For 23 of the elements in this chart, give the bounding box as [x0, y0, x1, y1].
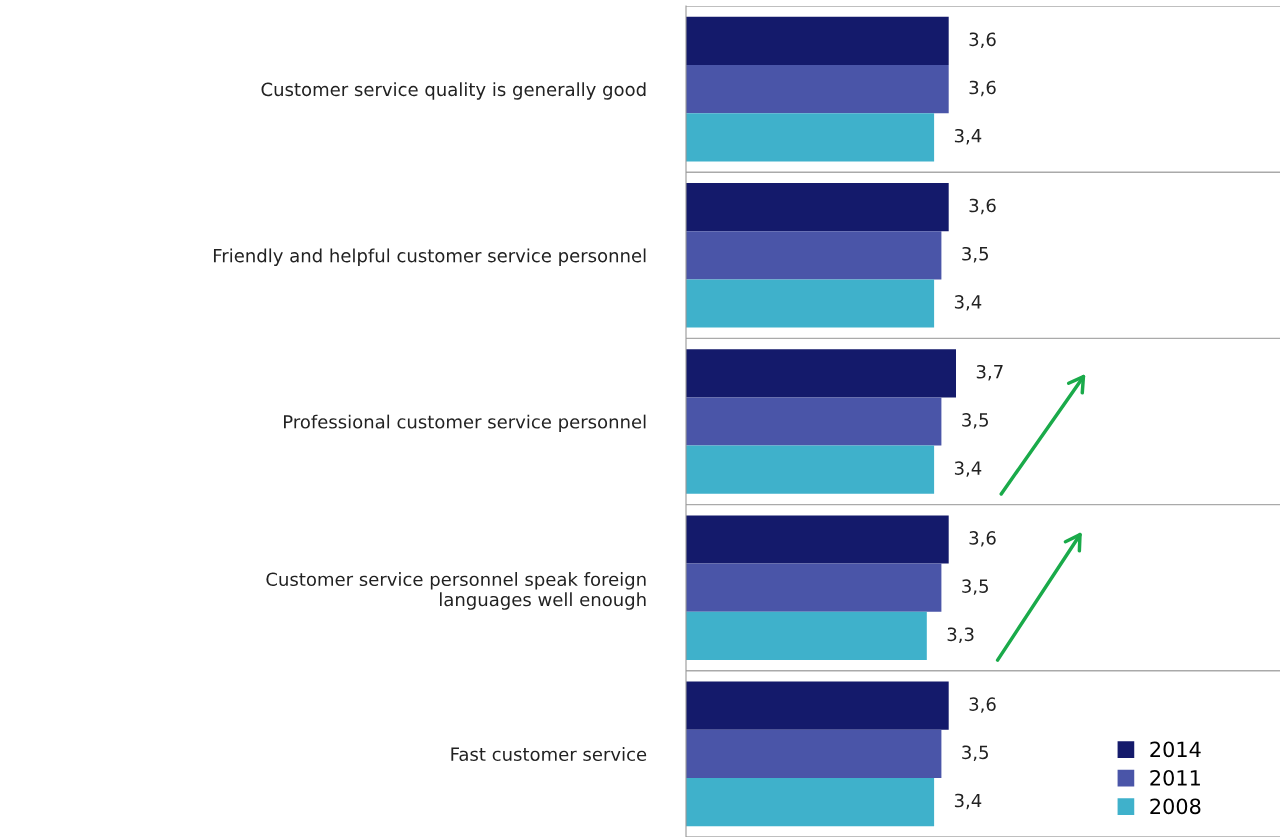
data-label: 3,4 [954, 295, 982, 311]
data-label: 3,6 [969, 198, 996, 215]
data-label: 3,5 [962, 745, 988, 761]
data-label: 3,6 [969, 32, 996, 48]
data-label: 3,5 [962, 246, 988, 263]
y-tick-label: Customer service quality is generally good [261, 82, 646, 100]
legend-label: 2011 [1150, 769, 1200, 786]
data-label: 3,4 [954, 461, 982, 477]
data-label: 3,3 [947, 627, 974, 643]
legend-label: 2008 [1150, 798, 1201, 815]
data-label: 3,4 [954, 128, 982, 145]
y-tick-label: Professional customer service personnel [284, 414, 646, 433]
y-tick-label: Customer service personnel speak foreign languages well enough [266, 572, 646, 610]
y-tick-label: Fast customer service [451, 747, 647, 762]
legend-label: 2014 [1150, 741, 1201, 758]
data-label: 3,5 [962, 413, 988, 429]
data-label: 3,6 [969, 80, 996, 97]
y-tick-label: Friendly and helpful customer service personnel [213, 248, 646, 266]
data-label: 3,6 [969, 697, 996, 713]
data-label: 3,4 [954, 793, 982, 810]
data-label: 3,7 [976, 364, 1003, 381]
data-label: 3,6 [969, 531, 996, 547]
data-label: 3,5 [962, 579, 988, 595]
